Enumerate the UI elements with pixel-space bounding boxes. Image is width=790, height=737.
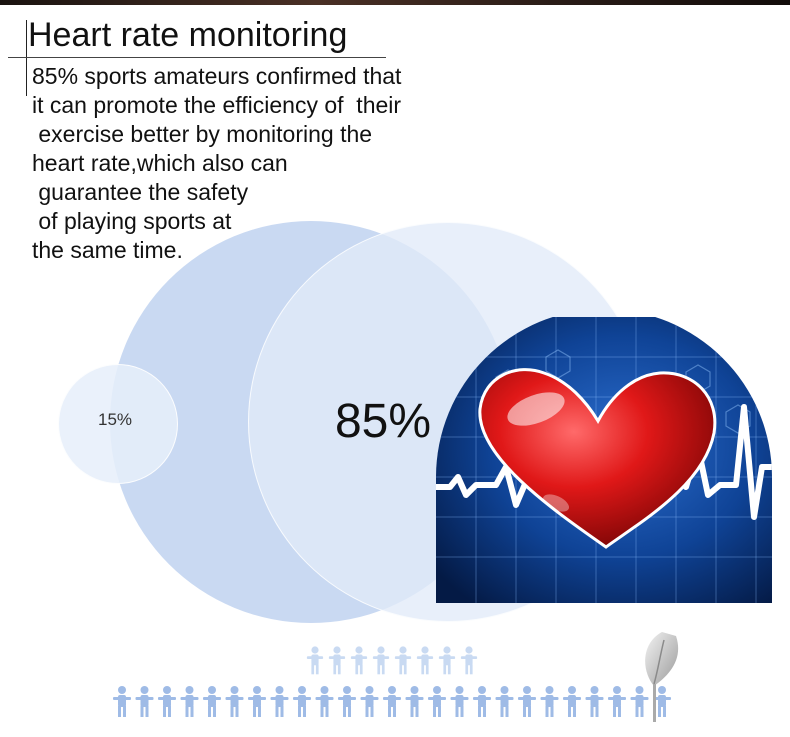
- heart-icon: [436, 317, 772, 603]
- description-line: of playing sports at: [32, 208, 232, 234]
- small-percentage-label: 15%: [97, 410, 133, 429]
- leaf-icon: [645, 632, 679, 722]
- description-line: guarantee the safety: [32, 179, 249, 205]
- page-title: Heart rate monitoring: [28, 16, 348, 54]
- description-line: it can promote the efficiency of their: [32, 92, 402, 118]
- heart-monitor-image: [436, 317, 776, 605]
- description-line: 85% sports amateurs confirmed that: [32, 63, 402, 89]
- person-icon: [306, 646, 478, 675]
- description-text: 85% sports amateurs confirmed that it ca…: [32, 62, 472, 265]
- title-underline: [8, 57, 386, 58]
- top-banner-strip: [0, 0, 790, 5]
- big-percentage-label: 85%: [334, 395, 432, 448]
- description-line: heart rate,which also can: [32, 150, 288, 176]
- small-circle: [58, 364, 178, 484]
- title-vertical-rule: [26, 20, 27, 96]
- description-line: exercise better by monitoring the: [32, 121, 373, 147]
- people-crowd-illustration: [113, 632, 679, 722]
- description-line: the same time.: [32, 237, 183, 263]
- person-icon: [113, 686, 671, 717]
